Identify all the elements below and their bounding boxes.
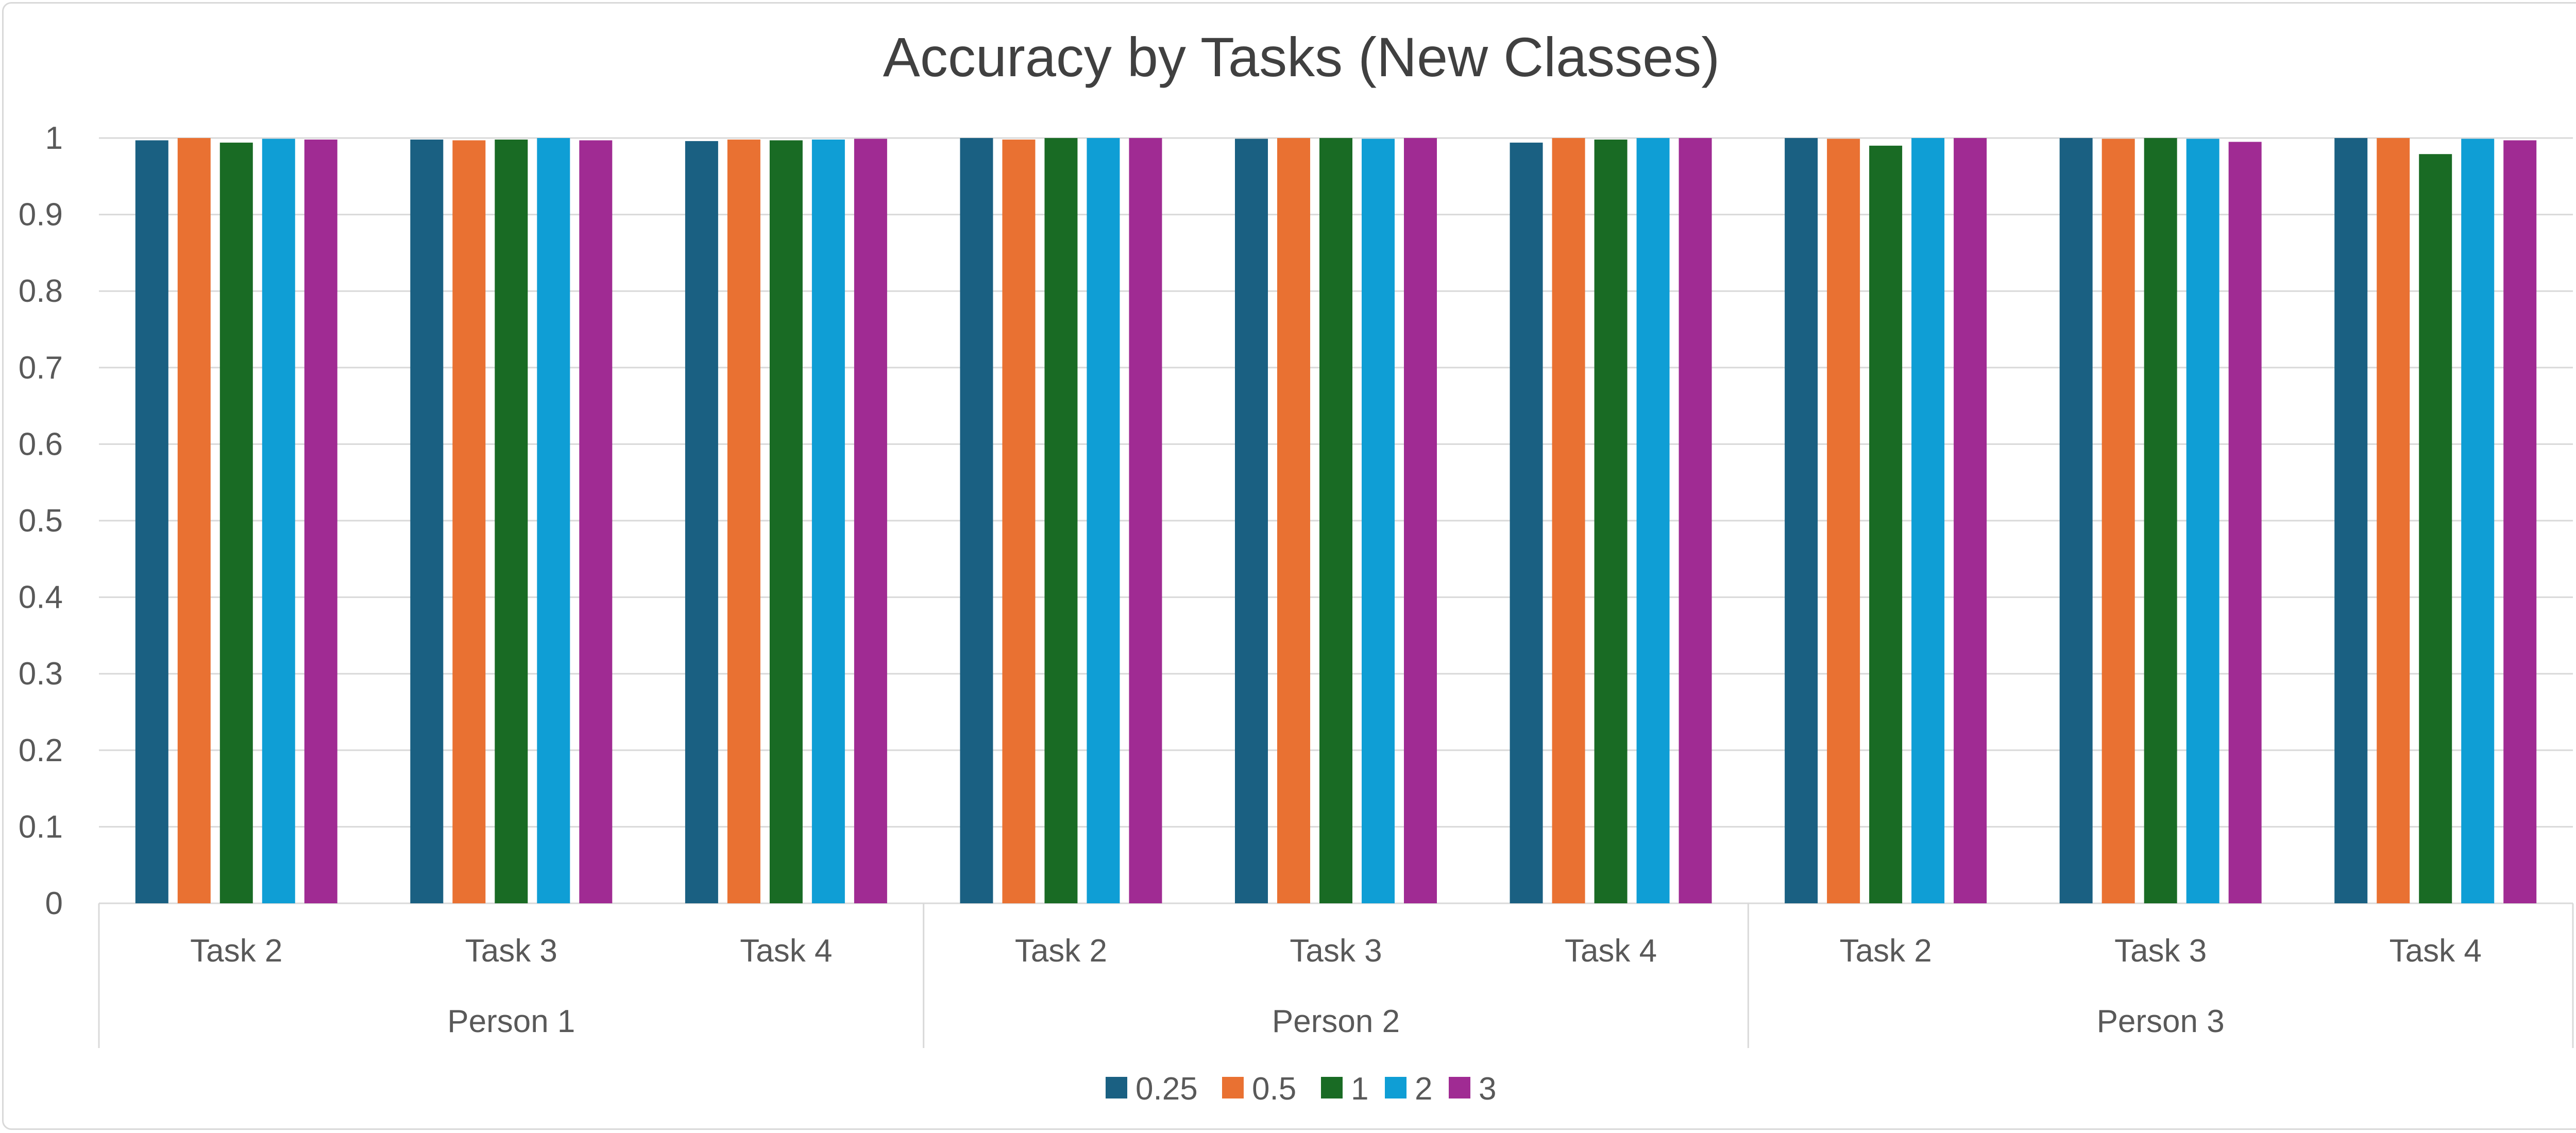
bar: [177, 138, 211, 903]
bars: [135, 138, 2537, 904]
bar: [1911, 138, 1945, 903]
bar: [769, 140, 803, 903]
bar: [1044, 138, 1078, 903]
legend-swatch: [1449, 1077, 1470, 1098]
bar: [2059, 138, 2093, 903]
y-tick-label: 0.1: [19, 809, 63, 845]
bar: [1510, 142, 1543, 903]
legend-label: 0.25: [1136, 1071, 1198, 1107]
x-group-label: Person 2: [1272, 1004, 1400, 1039]
y-tick-label: 1: [45, 121, 63, 156]
x-tick-label: Task 4: [740, 933, 832, 969]
bar: [579, 140, 613, 903]
legend-label: 0.5: [1252, 1071, 1296, 1107]
bar: [2419, 154, 2452, 903]
legend-label: 3: [1479, 1071, 1496, 1107]
legend-label: 1: [1351, 1071, 1368, 1107]
x-tick-label: Task 4: [2389, 933, 2482, 969]
y-tick-label: 0.4: [19, 580, 63, 615]
bar: [1002, 139, 1036, 904]
bar: [854, 139, 887, 904]
bar: [1235, 139, 1268, 904]
bar: [1129, 138, 1162, 903]
y-tick-label: 0.6: [19, 426, 63, 462]
bar: [1679, 138, 1712, 903]
legend-label: 2: [1415, 1071, 1432, 1107]
bar: [811, 139, 845, 904]
bar: [1552, 138, 1585, 903]
bar: [135, 140, 168, 903]
x-tick-label: Task 2: [190, 933, 282, 969]
bar: [2334, 138, 2368, 903]
bar: [2102, 139, 2135, 904]
y-tick-label: 0.9: [19, 197, 63, 233]
bar: [1785, 138, 1818, 903]
y-tick-label: 0.2: [19, 733, 63, 768]
bar: [219, 142, 253, 903]
x-tick-label: Task 3: [465, 933, 557, 969]
x-group-label: Person 1: [447, 1004, 575, 1039]
x-tick-label: Task 4: [1565, 933, 1657, 969]
bar: [2228, 142, 2262, 904]
x-tick-label: Task 3: [1290, 933, 1382, 969]
bar: [262, 139, 295, 904]
bar: [304, 139, 337, 904]
bar: [2144, 138, 2177, 903]
bar: [537, 138, 570, 903]
y-tick-label: 0.7: [19, 350, 63, 386]
y-tick-label: 0.8: [19, 273, 63, 309]
bar: [727, 139, 760, 904]
legend-swatch: [1222, 1077, 1244, 1098]
x-tick-label: Task 2: [1015, 933, 1107, 969]
bar: [1954, 138, 1987, 903]
bar: [452, 140, 486, 903]
bar: [2503, 140, 2537, 903]
bar: [1869, 145, 1903, 903]
legend-swatch: [1106, 1077, 1127, 1098]
bar: [410, 139, 444, 904]
chart-title: Accuracy by Tasks (New Classes): [883, 26, 1720, 88]
bar: [1277, 138, 1310, 903]
bar: [2186, 139, 2219, 904]
y-tick-label: 0.3: [19, 656, 63, 692]
bar: [685, 141, 718, 904]
bar: [2377, 138, 2410, 903]
bar: [1362, 139, 1395, 904]
x-tick-label: Task 3: [2114, 933, 2207, 969]
y-tick-label: 0: [45, 886, 63, 921]
legend-swatch: [1385, 1077, 1406, 1098]
bar: [2461, 139, 2495, 904]
bar: [1594, 139, 1628, 904]
legend-swatch: [1321, 1077, 1343, 1098]
bar: [1404, 138, 1437, 903]
x-tick-label: Task 2: [1840, 933, 1932, 969]
bar: [1087, 138, 1120, 903]
x-group-label: Person 3: [2097, 1004, 2225, 1039]
axis-labels: 0 0.1 0.2 0.3 0.4 0.5 0.6 0.7 0.8 0.9 1 Task 2 Task …: [19, 121, 2482, 1039]
y-tick-label: 0.5: [19, 503, 63, 539]
bar: [1319, 138, 1352, 903]
bar: [495, 139, 528, 904]
bar: [1636, 138, 1670, 903]
bar: [1827, 139, 1860, 904]
bar: [960, 138, 993, 903]
legend: 0.25 0.5 1 2 3: [1106, 1071, 1496, 1107]
